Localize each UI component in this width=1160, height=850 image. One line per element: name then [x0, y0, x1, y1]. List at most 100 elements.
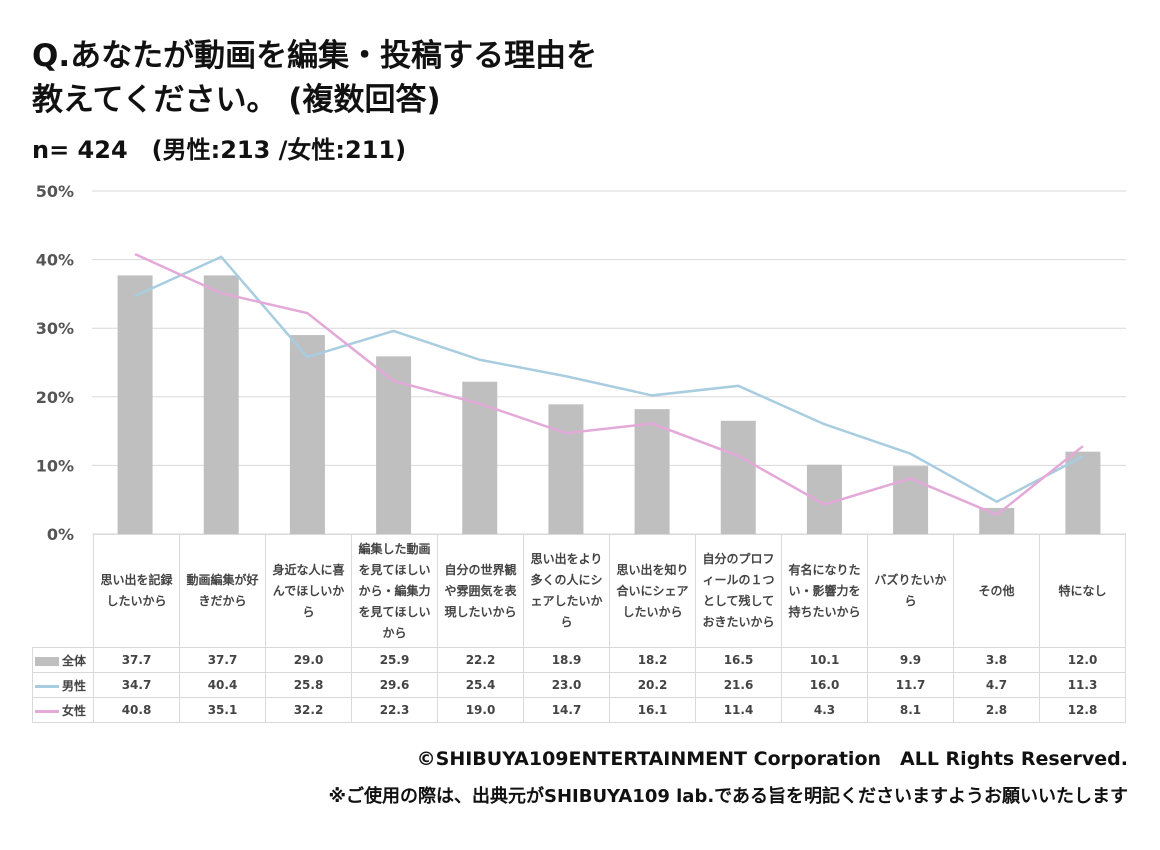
table-row: 男性 34.7 40.4 25.8 29.6 25.4 23.0 20.2 21.6 16.0 11… [32, 672, 1126, 698]
data-cell: 34.7 [93, 672, 180, 698]
data-cell: 29.6 [351, 672, 438, 698]
data-cell: 3.8 [953, 647, 1040, 673]
y-tick-label: 20% [36, 388, 74, 407]
data-cell: 14.7 [523, 697, 610, 723]
category-text: 編集した動画を見てほしいから・編集力を見てほしいから [358, 541, 431, 640]
data-cell: 16.0 [781, 672, 868, 698]
category-label: 有名になりたい・影響力を持ちたいから [781, 534, 868, 648]
data-cell: 32.2 [265, 697, 352, 723]
y-tick-label: 10% [36, 456, 74, 475]
y-tick-label: 50% [36, 182, 74, 201]
table-row: 全体 37.7 37.7 29.0 25.9 22.2 18.9 18.2 16.5 10.1 9.… [32, 647, 1126, 673]
category-label: 思い出をより多くの人にシェアしたいから [523, 534, 610, 648]
bar-all [289, 335, 325, 534]
legend-swatch [35, 684, 59, 688]
line-female [134, 252, 1084, 517]
bar-all [548, 404, 584, 534]
data-cell: 12.0 [1039, 647, 1126, 673]
data-cell: 9.9 [867, 647, 954, 673]
data-cell: 25.8 [265, 672, 352, 698]
category-text: 身近な人に喜んでほしいから [272, 562, 345, 619]
data-cell: 10.1 [781, 647, 868, 673]
category-text: 思い出を記録したいから [100, 573, 173, 608]
copyright: ©SHIBUYA109ENTERTAINMENT Corporation ALL… [416, 748, 1128, 770]
data-cell: 35.1 [179, 697, 266, 723]
legend-all: 全体 [32, 647, 94, 673]
category-text: 特になし [1058, 583, 1107, 598]
table-corner [32, 534, 94, 648]
data-cell: 4.3 [781, 697, 868, 723]
category-text: 思い出を知り合いにシェアしたいから [616, 562, 689, 619]
data-cell: 11.4 [695, 697, 782, 723]
data-cell: 18.2 [609, 647, 696, 673]
category-label: その他 [953, 534, 1040, 648]
legend-label: 男性 [62, 678, 87, 693]
legend-swatch [35, 709, 59, 713]
data-cell: 18.9 [523, 647, 610, 673]
legend-female: 女性 [32, 697, 94, 723]
data-cell: 11.7 [867, 672, 954, 698]
data-cell: 21.6 [695, 672, 782, 698]
title-line-2: 教えてください。 (複数回答) [32, 82, 441, 118]
y-tick-label: 40% [36, 251, 74, 270]
data-cell: 2.8 [953, 697, 1040, 723]
sample-size: n= 424 (男性:213 /女性:211) [32, 136, 407, 164]
category-text: 自分の世界観や雰囲気を表現したいから [444, 562, 517, 619]
legend-label: 全体 [62, 653, 87, 668]
line-male [134, 255, 1084, 504]
title-line-1: Q.あなたが動画を編集・投稿する理由を [32, 38, 598, 74]
bar-all [117, 275, 153, 534]
data-cell: 40.8 [93, 697, 180, 723]
category-label: 思い出を記録したいから [93, 534, 180, 648]
data-cell: 37.7 [179, 647, 266, 673]
category-label: 身近な人に喜んでほしいから [265, 534, 352, 648]
data-cell: 8.1 [867, 697, 954, 723]
data-cell: 19.0 [437, 697, 524, 723]
data-cell: 12.8 [1039, 697, 1126, 723]
y-tick-label: 30% [36, 319, 74, 338]
data-cell: 25.9 [351, 647, 438, 673]
category-label: 編集した動画を見てほしいから・編集力を見てほしいから [351, 534, 438, 648]
category-label: 特になし [1039, 534, 1126, 648]
category-label: 思い出を知り合いにシェアしたいから [609, 534, 696, 648]
category-text: 自分のプロフィールの１つとして残しておきたいから [702, 552, 775, 629]
bar-all [203, 275, 239, 534]
legend-swatch [35, 656, 59, 666]
legend-label: 女性 [62, 703, 87, 718]
data-cell: 37.7 [93, 647, 180, 673]
bar-all [720, 420, 756, 534]
data-cell: 16.5 [695, 647, 782, 673]
category-text: 思い出をより多くの人にシェアしたいから [530, 552, 603, 629]
table-row: 女性 40.8 35.1 32.2 22.3 19.0 14.7 16.1 11.4 4.3 8.1… [32, 697, 1126, 723]
data-cell: 11.3 [1039, 672, 1126, 698]
category-text: 動画編集が好きだから [186, 573, 259, 608]
category-text: 有名になりたい・影響力を持ちたいから [788, 562, 861, 619]
data-cell: 22.3 [351, 697, 438, 723]
bar-all [806, 464, 842, 534]
category-text: その他 [978, 583, 1015, 598]
legend-male: 男性 [32, 672, 94, 698]
category-label: バズりたいから [867, 534, 954, 648]
chart-title: Q.あなたが動画を編集・投稿する理由を 教えてください。 (複数回答) [32, 34, 597, 122]
category-label: 自分の世界観や雰囲気を表現したいから [437, 534, 524, 648]
data-cell: 20.2 [609, 672, 696, 698]
data-table: 思い出を記録したいから 動画編集が好きだから 身近な人に喜んでほしいから 編集した動画… [32, 534, 1126, 723]
data-cell: 16.1 [609, 697, 696, 723]
data-cell: 23.0 [523, 672, 610, 698]
bar-all [634, 409, 670, 534]
data-cell: 40.4 [179, 672, 266, 698]
bar-all [893, 466, 929, 534]
usage-note: ※ご使用の際は、出典元がSHIBUYA109 lab.である旨を明記くださいます… [328, 786, 1129, 807]
data-cell: 29.0 [265, 647, 352, 673]
data-cell: 22.2 [437, 647, 524, 673]
category-label: 動画編集が好きだから [179, 534, 266, 648]
bar-all [979, 507, 1015, 534]
category-text: バズりたいから [874, 573, 947, 608]
data-cell: 4.7 [953, 672, 1040, 698]
bar-all [376, 356, 412, 534]
category-label: 自分のプロフィールの１つとして残しておきたいから [695, 534, 782, 648]
bar-all [1065, 451, 1101, 534]
data-cell: 25.4 [437, 672, 524, 698]
